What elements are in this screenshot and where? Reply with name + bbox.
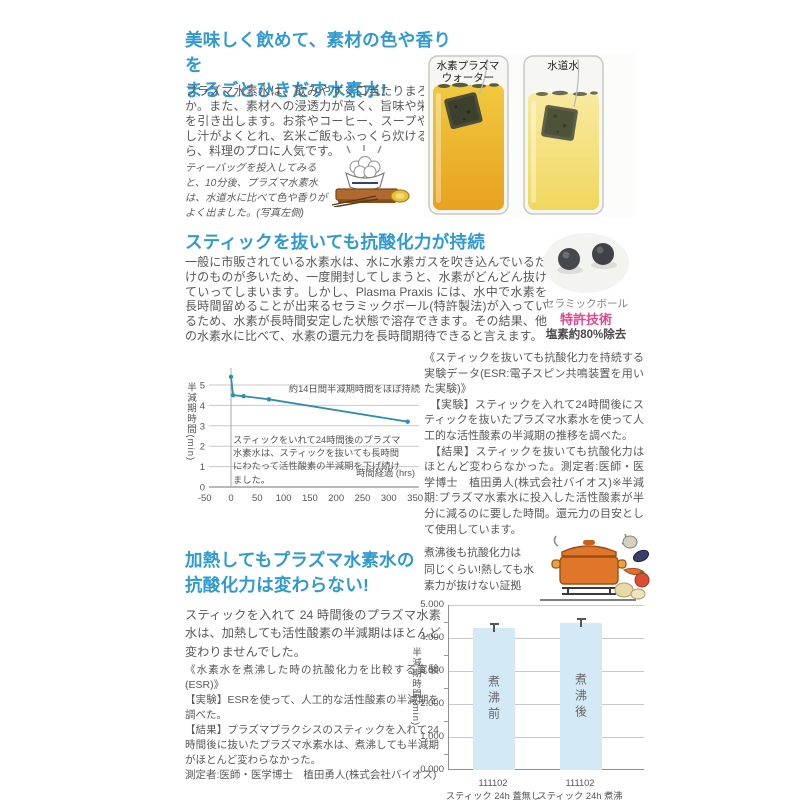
x-tick-label: 150 <box>302 493 318 504</box>
error-bar-cap <box>489 623 499 625</box>
y-tick-label: 5 <box>200 381 205 392</box>
bar-category-label: 111102 スティック 24h 煮沸 <box>537 778 623 800</box>
glass-plasma-label-line1: 水素プラズマ <box>437 59 500 72</box>
line-chart-note: スティックをいれて24時間後のプラズマ水素水は、スティックを抜いても長時間にわた… <box>233 435 401 485</box>
rice-bowl-illustration <box>331 145 410 207</box>
bar-category-label: 111102 スティック 24h 蓋無し <box>445 778 541 800</box>
taste-heading: 美味しく飲めて、素材の色や香りを まるごとひきだす水素水! <box>185 30 452 100</box>
halflife-bar-chart: 半減期時間(min) 煮沸前 煮沸後 0.000 1.000 2.000 3.000 4… <box>406 585 650 800</box>
glass-tap <box>523 55 604 215</box>
minor-tick <box>444 720 448 722</box>
y-tick-label: 1 <box>200 462 205 473</box>
taste-note: ティーバッグを投入してみると、10分後、プラズマ水素水は、水道水に比べて色や香り… <box>185 163 328 219</box>
bar-label: 煮沸後 <box>573 672 588 721</box>
patent-badge: 特許技術 <box>559 312 612 327</box>
y-tick-label: 4 <box>200 401 205 412</box>
line-chart-ylabel: 半減期時間(min) <box>185 382 196 462</box>
data-point <box>230 393 236 398</box>
data-point <box>266 397 272 402</box>
error-bar-stem <box>493 623 495 633</box>
pot-illustration <box>540 533 650 601</box>
x-tick-label: 200 <box>328 493 344 504</box>
ceramic-ball-caption: セラミックボール <box>544 298 628 310</box>
boil-callout: 煮沸後も抗酸化力は 同じくらい!熱しても水 素力が抜けない証拠 <box>424 547 535 592</box>
glass-plasma <box>428 55 509 215</box>
minor-tick <box>444 654 448 656</box>
y-tick-label: 2.000 <box>420 698 444 709</box>
error-bar-stem <box>580 618 582 628</box>
x-tick-label: 350 <box>407 493 423 504</box>
y-tick-label: 2 <box>200 442 205 453</box>
minor-tick <box>444 687 448 689</box>
bar-before-boil: 煮沸前 <box>473 628 515 770</box>
y-tick-label: 4.000 <box>420 632 444 643</box>
bar-label: 煮沸前 <box>486 675 501 724</box>
glass-tap-label: 水道水 <box>547 59 579 72</box>
gridline <box>449 671 644 672</box>
tea-comparison-photo: 水素プラズマ ウォーター 水道水 <box>424 53 634 217</box>
error-bar-cap <box>576 618 586 620</box>
x-tick-label: 250 <box>355 493 371 504</box>
y-tick-label: 0.000 <box>420 764 444 775</box>
stick-body: 一般に市販されている水素水は、水に水素ガスを吹き込んでいるだけのものが多いため、… <box>185 255 547 343</box>
stick-heading: スティックを抜いても抗酸化力が持続 <box>185 232 486 252</box>
y-tick-label: 5.000 <box>420 599 444 610</box>
gridline <box>449 704 644 705</box>
chlorine-removal-note: 塩素約80%除去 <box>545 329 627 341</box>
x-tick-label: -50 <box>198 493 212 504</box>
data-point <box>228 374 234 379</box>
data-point <box>241 394 246 399</box>
data-point <box>405 419 410 424</box>
x-tick-label: 300 <box>381 493 397 504</box>
line-chart-xlabel: 時間経過 (hrs) <box>356 468 415 478</box>
y-tick-label: 1.000 <box>420 731 444 742</box>
bar-chart-plot: 煮沸前 煮沸後 <box>448 605 644 770</box>
halflife-line-chart: 0 1 2 3 4 5 -50 0 50 100 150 200 250 300 350 半減期時間(min… <box>183 360 423 525</box>
y-tick-label: 0 <box>200 483 205 494</box>
heat-heading: 加熱してもプラズマ水素水の 抗酸化力は変わらない! <box>185 550 415 595</box>
stick-experiment-text: 《スティックを抜いても抗酸化力を持続する実験データ(ESR:電子スピン共鳴装置を… <box>424 352 644 536</box>
gridline <box>449 737 644 738</box>
x-tick-label: 0 <box>228 493 233 504</box>
gridline <box>449 638 644 639</box>
heat-body: スティックを入れて 24 時間後のプラズマ水素水は、加熱しても活性酸素の半減期は… <box>185 608 441 659</box>
taste-body: プラズマ水素水は、飲みやすく口当たりまろやか。また、素材への浸透力が高く、旨味や… <box>185 84 441 158</box>
minor-tick <box>444 753 448 755</box>
ceramic-ball-photo <box>543 233 629 293</box>
line-chart-annotation: 約14日間半減期時間をほぼ持続 <box>288 384 420 394</box>
glass-plasma-label-line2: ウォーター <box>442 72 495 84</box>
minor-tick <box>444 621 448 623</box>
heat-experiment-text: 《水素水を煮沸した時の抗酸化力を比較する実験(ESR)》 【実験】ESRを使って… <box>185 664 439 781</box>
y-tick-label: 3 <box>200 421 205 432</box>
y-tick-label: 3.000 <box>420 665 444 676</box>
bar-after-boil: 煮沸後 <box>560 623 602 770</box>
gridline <box>449 605 644 606</box>
x-tick-label: 100 <box>276 493 292 504</box>
bar-chart-ylabel: 半減期時間(min) <box>410 647 421 727</box>
x-tick-label: 50 <box>252 493 263 504</box>
